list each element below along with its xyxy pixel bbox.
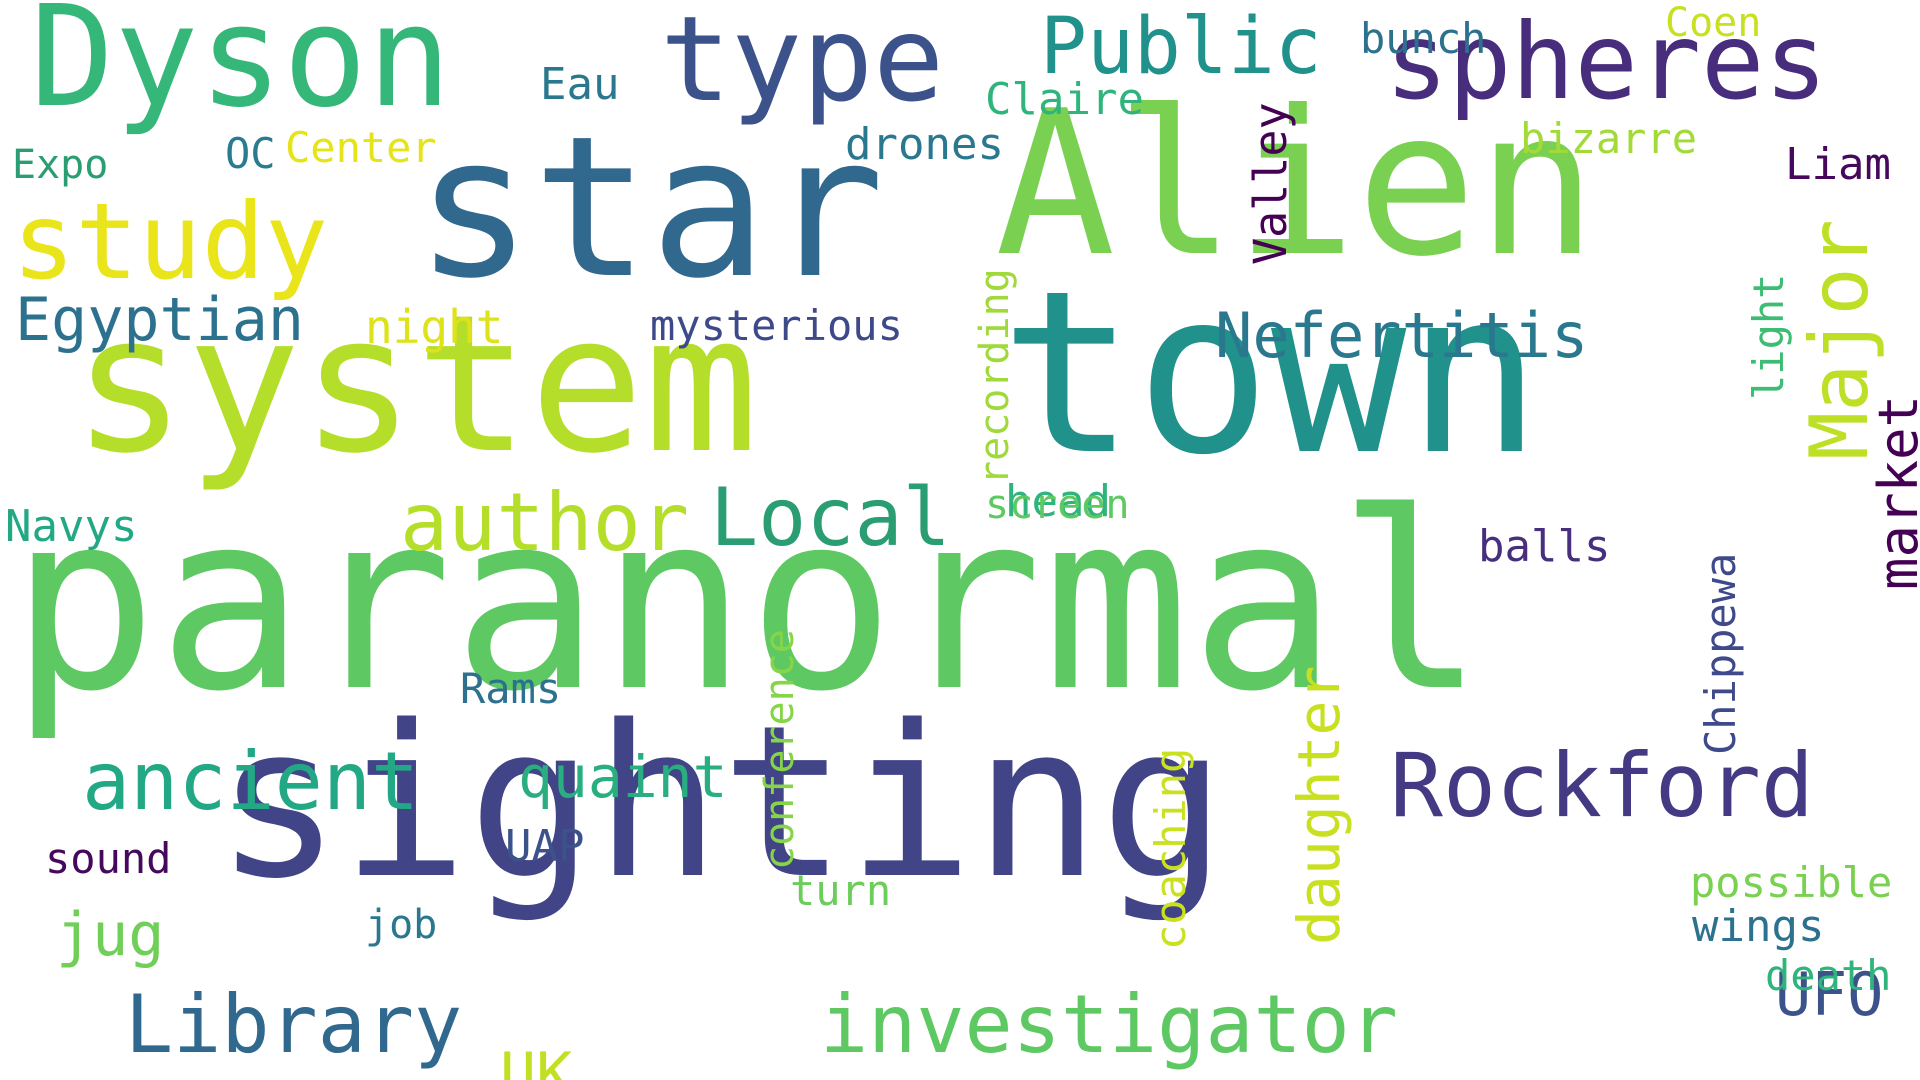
word-author: author bbox=[400, 476, 689, 569]
word-balls: balls bbox=[1478, 521, 1611, 572]
word-light: light bbox=[1744, 273, 1793, 400]
word-expo: Expo bbox=[12, 142, 109, 188]
word-eau: Eau bbox=[540, 59, 620, 110]
word-oc: OC bbox=[225, 129, 276, 178]
word-mysterious: mysterious bbox=[650, 301, 903, 350]
word-ancient: ancient bbox=[82, 735, 420, 828]
word-uk: UK bbox=[500, 1040, 573, 1080]
word-local: Local bbox=[710, 471, 951, 564]
word-quaint: quaint bbox=[518, 743, 728, 811]
word-navys: Navys bbox=[5, 501, 138, 552]
word-library: Library bbox=[125, 978, 463, 1071]
word-rams: Rams bbox=[460, 664, 562, 713]
word-study: study bbox=[12, 181, 329, 303]
word-paranormal: paranormal bbox=[10, 460, 1486, 745]
word-center: Center bbox=[285, 123, 437, 172]
word-coaching: coaching bbox=[1146, 747, 1195, 950]
word-chippewa: Chippewa bbox=[1696, 552, 1745, 755]
word-rockford: Rockford bbox=[1390, 734, 1814, 837]
word-bizarre: bizarre bbox=[1520, 114, 1698, 163]
word-recording: recording bbox=[972, 268, 1018, 485]
word-turn: turn bbox=[790, 866, 892, 915]
word-nefertitis: Nefertitis bbox=[1215, 299, 1589, 372]
word-uap: UAP bbox=[505, 821, 585, 872]
word-possible: possible bbox=[1690, 858, 1893, 907]
word-job: job bbox=[365, 902, 438, 948]
word-system: system bbox=[72, 274, 759, 495]
word-egyptian: Egyptian bbox=[15, 285, 304, 355]
word-coen: Coen bbox=[1665, 0, 1762, 46]
word-liam: Liam bbox=[1785, 139, 1891, 190]
word-jug: jug bbox=[56, 900, 165, 970]
word-bunch: bunch bbox=[1360, 14, 1487, 63]
word-daughter: daughter bbox=[1285, 665, 1353, 945]
word-death: death bbox=[1765, 951, 1892, 1000]
word-investigator: investigator bbox=[820, 978, 1398, 1071]
word-screen: screen bbox=[985, 482, 1130, 528]
word-public: Public bbox=[1040, 2, 1322, 92]
word-wings: wings bbox=[1692, 901, 1825, 952]
word-drones: drones bbox=[845, 119, 1004, 170]
word-claire: Claire bbox=[985, 74, 1144, 125]
word-conference: conference bbox=[757, 629, 803, 870]
word-ufo: UFO bbox=[1775, 960, 1884, 1030]
word-sighting: sighting bbox=[215, 680, 1227, 925]
word-night: night bbox=[365, 300, 504, 354]
word-type: type bbox=[660, 0, 945, 128]
word-alien: Alien bbox=[995, 68, 1598, 301]
word-town: town bbox=[1000, 243, 1542, 505]
word-dyson: Dyson bbox=[30, 0, 452, 139]
word-star: star bbox=[415, 94, 885, 321]
word-head: head bbox=[1005, 476, 1111, 527]
word-sound: sound bbox=[45, 834, 172, 883]
word-market: market bbox=[1867, 394, 1920, 590]
word-spheres: spheres bbox=[1385, 1, 1828, 123]
word-valley: Valley bbox=[1244, 102, 1297, 265]
